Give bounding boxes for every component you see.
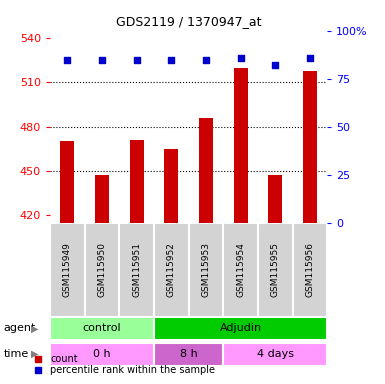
Point bbox=[238, 55, 244, 61]
Bar bbox=[164, 149, 178, 223]
Text: agent: agent bbox=[4, 323, 36, 333]
Text: 4 days: 4 days bbox=[257, 349, 294, 359]
Bar bbox=[85, 223, 119, 317]
Bar bbox=[154, 343, 223, 366]
Bar bbox=[268, 175, 282, 223]
Text: GSM115949: GSM115949 bbox=[63, 242, 72, 297]
Point bbox=[134, 56, 140, 63]
Point bbox=[203, 56, 209, 63]
Bar bbox=[223, 343, 327, 366]
Bar bbox=[119, 223, 154, 317]
Text: GSM115951: GSM115951 bbox=[132, 242, 141, 297]
Text: 0 h: 0 h bbox=[93, 349, 111, 359]
Bar bbox=[189, 223, 223, 317]
Text: time: time bbox=[4, 349, 29, 359]
Bar bbox=[293, 223, 327, 317]
Bar bbox=[223, 223, 258, 317]
Bar bbox=[50, 317, 154, 340]
Text: GSM115953: GSM115953 bbox=[201, 242, 211, 297]
Bar bbox=[95, 175, 109, 223]
Text: control: control bbox=[83, 323, 121, 333]
Bar bbox=[50, 223, 85, 317]
Text: ▶: ▶ bbox=[31, 349, 38, 359]
Title: GDS2119 / 1370947_at: GDS2119 / 1370947_at bbox=[116, 15, 261, 28]
Point bbox=[99, 56, 105, 63]
Text: Adjudin: Adjudin bbox=[219, 323, 262, 333]
Text: 8 h: 8 h bbox=[180, 349, 198, 359]
Bar bbox=[234, 68, 248, 223]
Text: GSM115955: GSM115955 bbox=[271, 242, 280, 297]
Bar bbox=[60, 141, 74, 223]
Text: GSM115954: GSM115954 bbox=[236, 242, 245, 297]
Point bbox=[272, 62, 278, 68]
Bar bbox=[50, 343, 154, 366]
Bar bbox=[130, 140, 144, 223]
Point bbox=[64, 56, 70, 63]
Text: ▶: ▶ bbox=[31, 323, 38, 333]
Bar bbox=[199, 118, 213, 223]
Bar bbox=[303, 71, 317, 223]
Text: GSM115952: GSM115952 bbox=[167, 242, 176, 297]
Text: GSM115950: GSM115950 bbox=[97, 242, 107, 297]
Point bbox=[168, 56, 174, 63]
Bar bbox=[258, 223, 293, 317]
Bar bbox=[154, 223, 189, 317]
Point bbox=[307, 55, 313, 61]
Legend: count, percentile rank within the sample: count, percentile rank within the sample bbox=[24, 350, 219, 379]
Bar bbox=[154, 317, 327, 340]
Text: GSM115956: GSM115956 bbox=[305, 242, 315, 297]
